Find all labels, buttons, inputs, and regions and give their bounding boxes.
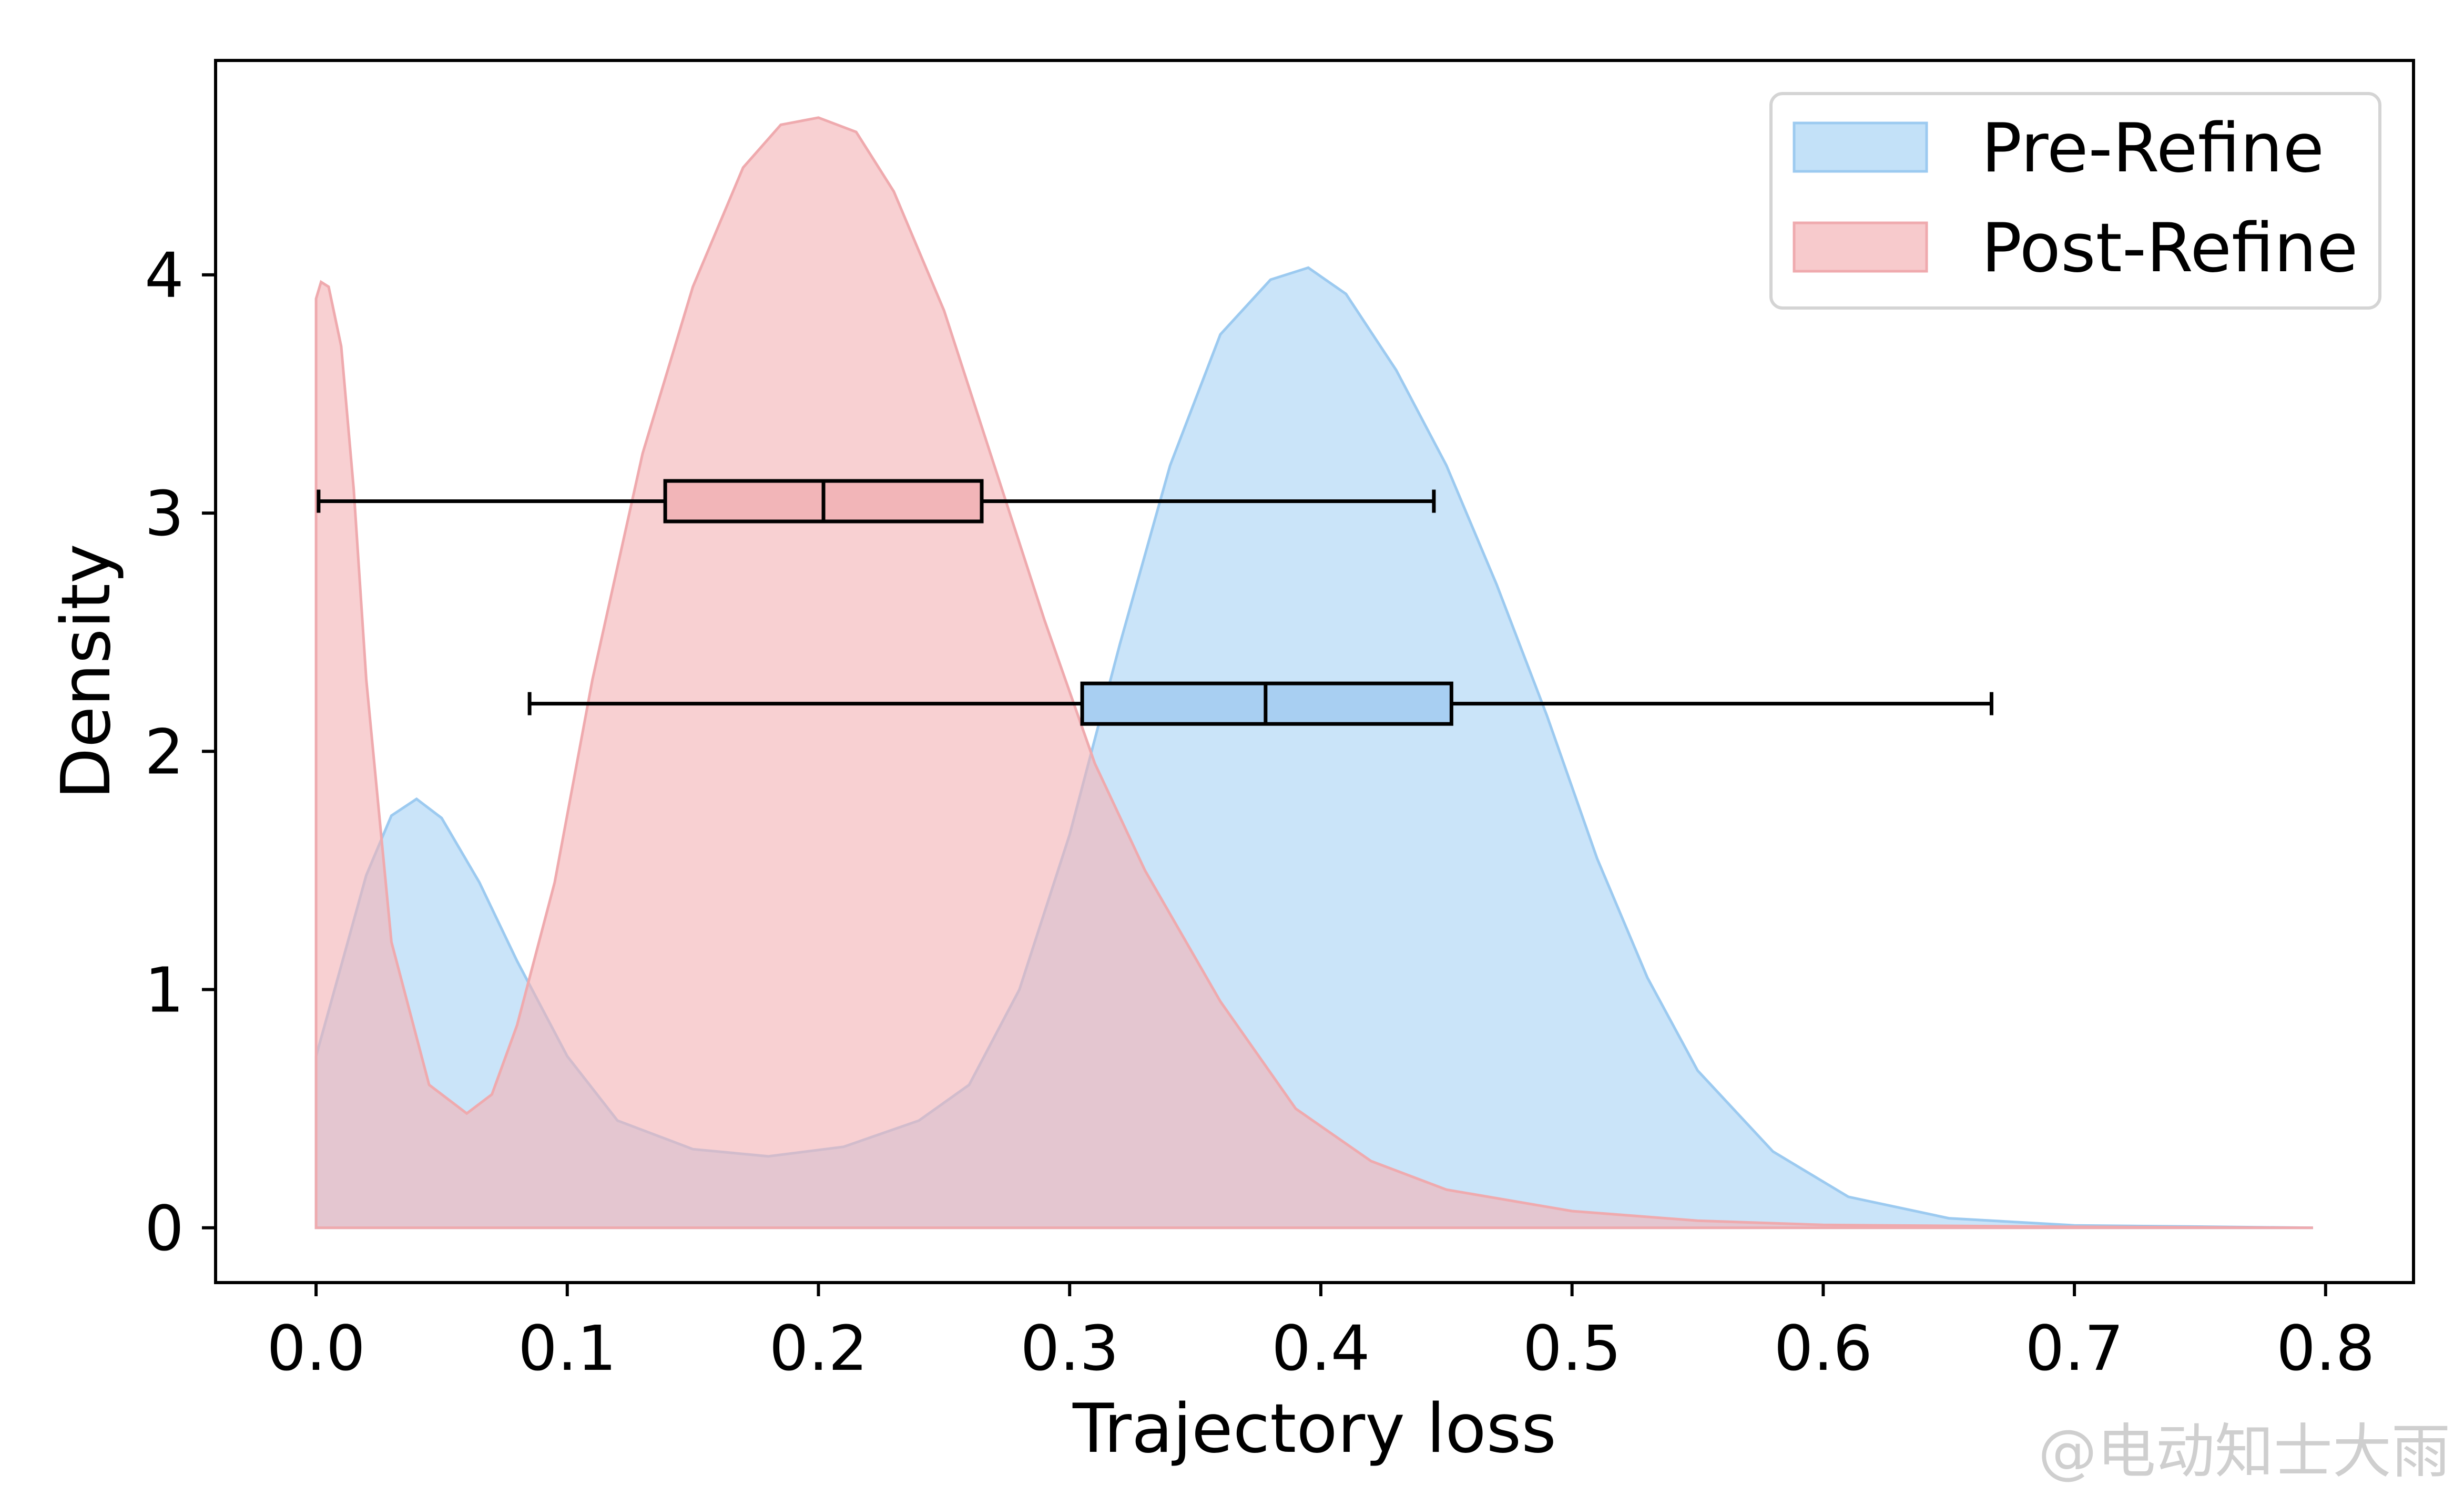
x-tick-label: 0.4 [1271, 1312, 1370, 1385]
watermark: @电动知士大雨 [2038, 1418, 2450, 1486]
legend: Pre-Refine Post-Refine [1769, 92, 2381, 310]
y-tick-label: 4 [145, 239, 184, 312]
y-tick-label: 3 [145, 477, 184, 550]
density-area-pre-refine [314, 266, 2313, 1229]
boxplots [317, 479, 1993, 726]
y-axis: 0 1 2 3 4 [145, 239, 216, 1265]
y-axis-title: Density [47, 544, 126, 800]
x-tick-label: 0.5 [1523, 1312, 1622, 1385]
legend-swatch-pre-refine [1793, 121, 1928, 173]
density-area-post-refine [314, 116, 2313, 1229]
x-axis: 0.0 0.1 0.2 0.3 0.4 0.5 0.6 0.7 0.8 [267, 1283, 2375, 1385]
legend-label-post-refine: Post-Refine [1981, 209, 2358, 288]
x-tick-label: 0.6 [1774, 1312, 1873, 1385]
density-areas [314, 116, 2313, 1229]
plot-frame [214, 59, 2415, 1284]
x-tick-label: 0.2 [769, 1312, 868, 1385]
x-axis-title: Trajectory loss [1072, 1390, 1556, 1468]
x-tick-label: 0.1 [518, 1312, 617, 1385]
x-tick-label: 0.3 [1020, 1312, 1119, 1385]
legend-label-pre-refine: Pre-Refine [1981, 109, 2324, 188]
x-tick-label: 0.7 [2025, 1312, 2124, 1385]
x-tick-label: 0.0 [267, 1312, 365, 1385]
x-tick-label: 0.8 [2276, 1312, 2375, 1385]
y-tick-label: 0 [145, 1192, 184, 1265]
y-tick-label: 2 [145, 715, 184, 788]
y-tick-label: 1 [145, 954, 184, 1027]
legend-swatch-post-refine [1793, 221, 1928, 273]
